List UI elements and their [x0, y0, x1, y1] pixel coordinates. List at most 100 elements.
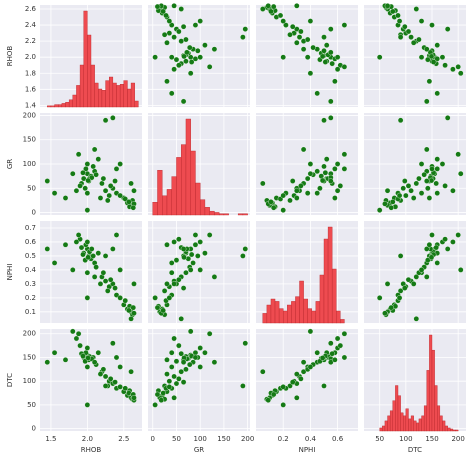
scatter-point: [75, 151, 82, 158]
scatter-point: [328, 178, 334, 184]
scatter-point: [80, 353, 86, 359]
scatter-point: [307, 161, 314, 167]
scatter-point: [321, 163, 327, 170]
histogram-bar: [418, 418, 422, 432]
scatter-point: [84, 295, 91, 301]
scatter-point: [319, 355, 326, 361]
scatter-point: [397, 117, 404, 124]
scatter-point: [334, 335, 341, 342]
histogram-bar: [426, 370, 430, 432]
y-tick-label: 50: [27, 184, 36, 192]
scatter-point: [382, 310, 388, 316]
y-tick-label: 1.8: [25, 69, 36, 77]
scatter-point: [152, 402, 158, 408]
scatter-point: [317, 185, 323, 192]
scatter-point: [423, 178, 430, 184]
scatter-point: [117, 384, 123, 390]
scatter-point: [44, 178, 51, 184]
scatter-point: [166, 295, 173, 301]
scatter-point: [397, 253, 404, 259]
histogram-bar: [303, 298, 308, 324]
scatter-point: [192, 354, 199, 361]
x-tick-label: 50: [375, 435, 384, 443]
scatter-point: [197, 364, 203, 370]
x-tick-label: 0.4: [305, 435, 317, 443]
histogram-bar: [162, 195, 168, 216]
scatter-point: [321, 34, 327, 40]
scatter-point: [102, 187, 109, 194]
scatter-point: [328, 115, 334, 121]
scatter-point: [341, 151, 348, 158]
scatter-point: [289, 178, 296, 184]
histogram-bar: [379, 427, 383, 432]
histogram-bar: [311, 310, 317, 324]
scatter-point: [91, 146, 98, 153]
scatter-point: [260, 180, 266, 187]
scatter-point: [178, 6, 184, 12]
histogram-bar: [209, 210, 215, 216]
y-tick-label: 2.0: [25, 53, 36, 61]
histogram-bar: [447, 427, 451, 432]
scatter-point: [77, 342, 83, 349]
scatter-point: [410, 281, 417, 287]
scatter-point: [434, 260, 441, 266]
scatter-point: [429, 166, 435, 172]
y-tick-label: 100: [23, 160, 36, 168]
scatter-point: [418, 161, 425, 167]
scatter-point: [173, 358, 180, 365]
scatter-point: [178, 38, 184, 44]
scatter-point: [112, 178, 118, 184]
scatter-point: [307, 70, 314, 77]
scatter-point: [400, 185, 407, 192]
scatter-point: [183, 36, 189, 43]
histogram-bar: [262, 313, 268, 324]
scatter-point: [113, 292, 120, 298]
y-axis-label: GR: [6, 159, 14, 169]
histogram-bar: [195, 182, 201, 216]
scatter-point: [426, 78, 433, 85]
scatter-point: [294, 395, 300, 401]
scatter-point: [428, 177, 435, 184]
scatter-point: [280, 192, 286, 199]
scatter-point: [180, 23, 187, 30]
y-tick-label: 1.6: [25, 85, 37, 93]
scatter-point: [332, 195, 338, 201]
scatter-point: [100, 269, 107, 276]
scatter-point: [197, 18, 203, 24]
scatter-point: [397, 34, 404, 40]
x-axis-label: RHOB: [81, 446, 102, 454]
scatter-point: [413, 274, 420, 280]
scatter-point: [91, 359, 98, 365]
scatter-point: [122, 385, 129, 392]
scatter-point: [90, 163, 96, 170]
scatter-point: [85, 177, 91, 184]
scatter-point: [202, 349, 208, 356]
scatter-point: [180, 285, 187, 291]
histogram-bar: [274, 301, 280, 324]
scatter-point: [84, 207, 91, 213]
scatter-point: [300, 146, 307, 153]
scatter-point: [181, 53, 187, 60]
scatter-point: [270, 391, 277, 398]
scatter-point: [117, 267, 123, 273]
scatter-point: [173, 380, 180, 387]
scatter-point: [117, 161, 123, 167]
scatter-point: [423, 46, 430, 52]
y-tick-label: 0: [32, 425, 36, 433]
histogram-bar: [127, 88, 132, 108]
scatter-point: [104, 197, 111, 204]
scatter-point: [117, 192, 123, 199]
scatter-point: [444, 115, 451, 121]
histogram-bar: [439, 415, 443, 432]
histogram-bar: [319, 274, 325, 324]
scatter-point: [117, 295, 123, 301]
histogram-bar: [397, 395, 401, 432]
histogram-bar: [54, 104, 59, 108]
scatter-point: [389, 199, 396, 205]
scatter-point: [171, 66, 177, 73]
scatter-point: [44, 246, 51, 252]
scatter-point: [102, 373, 109, 380]
scatter-point: [304, 36, 311, 43]
scatter-point: [402, 285, 408, 291]
scatter-point: [277, 12, 284, 19]
